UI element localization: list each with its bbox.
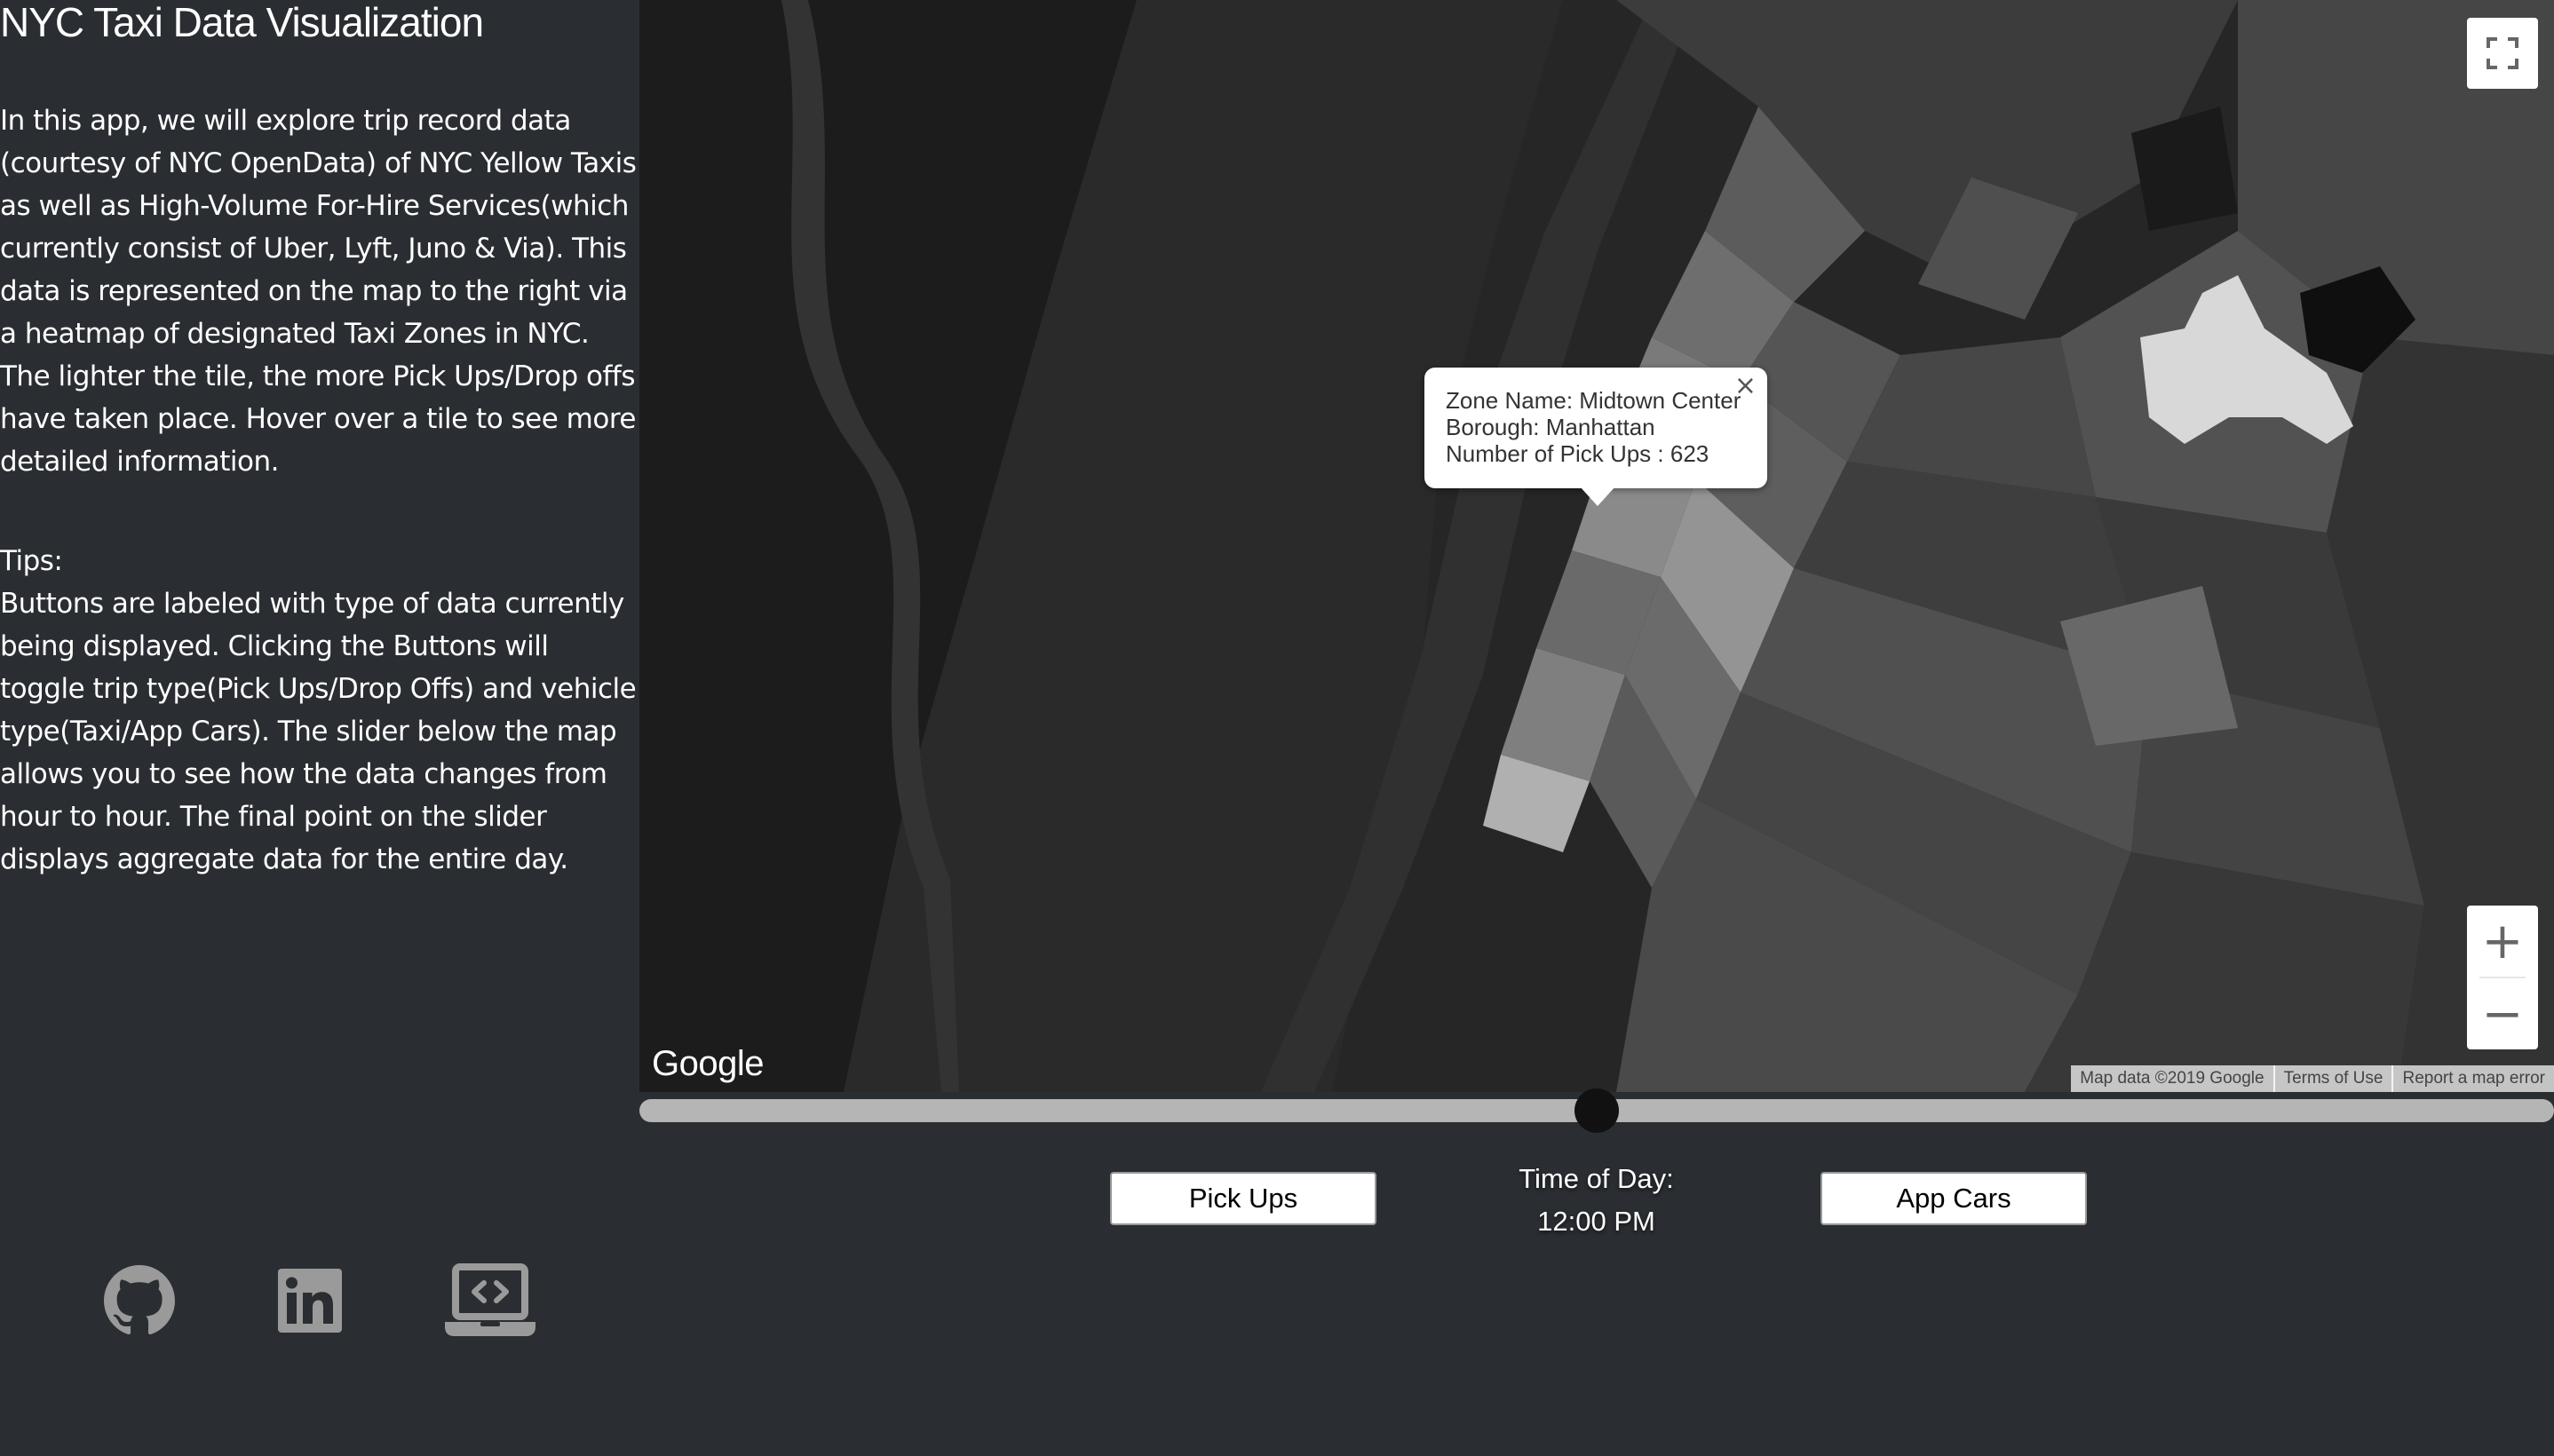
hour-slider[interactable] <box>639 1088 2554 1133</box>
info-panel: NYC Taxi Data Visualization In this app,… <box>0 0 639 1456</box>
close-icon[interactable]: × <box>1733 370 1757 401</box>
google-logo: Google <box>652 1044 764 1083</box>
map-view[interactable]: + − Google Map data ©2019 Google Terms o… <box>639 0 2554 1092</box>
trip-type-button[interactable]: Pick Ups <box>1110 1172 1376 1225</box>
zoom-out-button[interactable]: − <box>2481 985 2524 1043</box>
fullscreen-icon <box>2487 37 2518 69</box>
zone-borough: Borough: Manhattan <box>1446 414 1655 440</box>
linkedin-link[interactable] <box>274 1261 346 1341</box>
zoom-divider <box>2479 977 2526 978</box>
fullscreen-button[interactable] <box>2467 18 2538 89</box>
zone-count: Number of Pick Ups : 623 <box>1446 440 1709 467</box>
zoom-controls: + − <box>2467 906 2538 1049</box>
tips-heading: Tips: <box>0 545 63 577</box>
zone-info-window: × Zone Name: Midtown Center Borough: Man… <box>1424 368 1767 506</box>
time-of-day: Time of Day: 12:00 PM <box>1456 1158 1736 1243</box>
portfolio-link[interactable] <box>444 1261 536 1341</box>
map-attribution-bar: Map data ©2019 Google Terms of Use Repor… <box>2071 1065 2554 1092</box>
terms-of-use-link[interactable]: Terms of Use <box>2272 1065 2392 1092</box>
github-link[interactable] <box>101 1261 178 1341</box>
intro-paragraph: In this app, we will explore trip record… <box>0 105 637 478</box>
laptop-code-icon <box>445 1263 535 1336</box>
slider-thumb[interactable] <box>1574 1088 1619 1133</box>
linkedin-icon <box>278 1269 342 1333</box>
map-attribution: Map data ©2019 Google <box>2080 1069 2264 1088</box>
time-of-day-value: 12:00 PM <box>1537 1206 1655 1237</box>
github-icon <box>104 1265 175 1335</box>
zone-name: Zone Name: Midtown Center <box>1446 387 1741 414</box>
vehicle-type-button[interactable]: App Cars <box>1820 1172 2087 1225</box>
time-of-day-title: Time of Day: <box>1519 1163 1674 1194</box>
page-title: NYC Taxi Data Visualization <box>0 0 484 45</box>
tips-paragraph: Buttons are labeled with type of data cu… <box>0 588 637 875</box>
map-basemap[interactable] <box>639 0 2554 1092</box>
zoom-in-button[interactable]: + <box>2481 912 2524 970</box>
report-map-error-link[interactable]: Report a map error <box>2391 1065 2554 1092</box>
